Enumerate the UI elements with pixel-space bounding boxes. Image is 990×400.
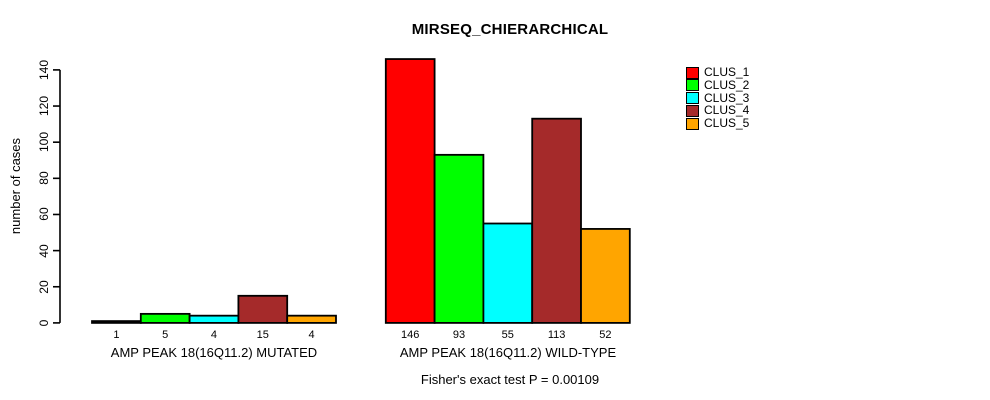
legend-item: CLUS_2: [686, 77, 750, 92]
legend-swatch: [686, 79, 699, 92]
bar-value-label: 52: [599, 329, 612, 341]
bar-value-label: 93: [452, 329, 466, 341]
legend-swatch: [686, 117, 699, 130]
y-tick-label: 20: [37, 280, 51, 294]
bar-value-label: 55: [501, 329, 514, 341]
bar-clus_2: [139, 312, 191, 324]
bar-value-label: 5: [162, 329, 169, 341]
legend-item: CLUS_3: [686, 90, 750, 105]
y-tick-label: 0: [37, 319, 51, 327]
legend-item: CLUS_1: [686, 66, 749, 79]
y-tick-label: 40: [37, 243, 51, 258]
legend-swatch: [686, 92, 699, 105]
chart-title: MIRSEQ_CHIERARCHICAL: [411, 21, 609, 38]
legend-swatch: [686, 104, 699, 117]
bar-clus_4: [531, 117, 582, 324]
bar-value-label: 4: [308, 329, 315, 341]
legend-label: CLUS_1: [704, 65, 750, 79]
legend-swatch: [686, 66, 699, 79]
legend-item: CLUS_4: [686, 104, 749, 117]
legend-label: CLUS_2: [704, 77, 750, 92]
bar-clus_3: [482, 222, 534, 324]
bar-value-label: 1: [113, 329, 120, 341]
legend-item: CLUS_5: [686, 117, 749, 130]
y-tick-label: 140: [37, 59, 51, 80]
bar-value-label: 15: [256, 329, 269, 341]
bar-value-label: 4: [210, 329, 218, 341]
bar-value-label: 146: [401, 329, 420, 341]
y-tick-label: 80: [37, 171, 51, 186]
legend-label: CLUS_4: [704, 103, 750, 118]
group-label-wild-type: AMP PEAK 18(16Q11.2) WILD-TYPE: [399, 345, 617, 360]
y-tick-label: 120: [37, 96, 51, 117]
bar-clus_4: [237, 294, 289, 324]
bar-value-label: 113: [547, 329, 566, 341]
y-tick-label: 60: [37, 207, 51, 222]
legend-label: CLUS_3: [704, 90, 750, 105]
bar-clus_3: [188, 314, 240, 324]
bar-clus_1: [91, 320, 142, 324]
legend-label: CLUS_5: [704, 116, 750, 131]
bar-clus_5: [580, 228, 631, 324]
bar-clus_2: [433, 153, 485, 324]
legend: CLUS_1 CLUS_2 CLUS_3 CLUS_4 CLUS_5: [686, 0, 796, 145]
fisher-test-annotation: Fisher's exact test P = 0.00109: [420, 372, 600, 387]
bar-clus_5: [286, 314, 337, 324]
y-tick-label: 100: [37, 132, 51, 153]
bar-clus_1: [384, 58, 436, 324]
group-label-mutated: AMP PEAK 18(16Q11.2) MUTATED: [110, 345, 318, 360]
